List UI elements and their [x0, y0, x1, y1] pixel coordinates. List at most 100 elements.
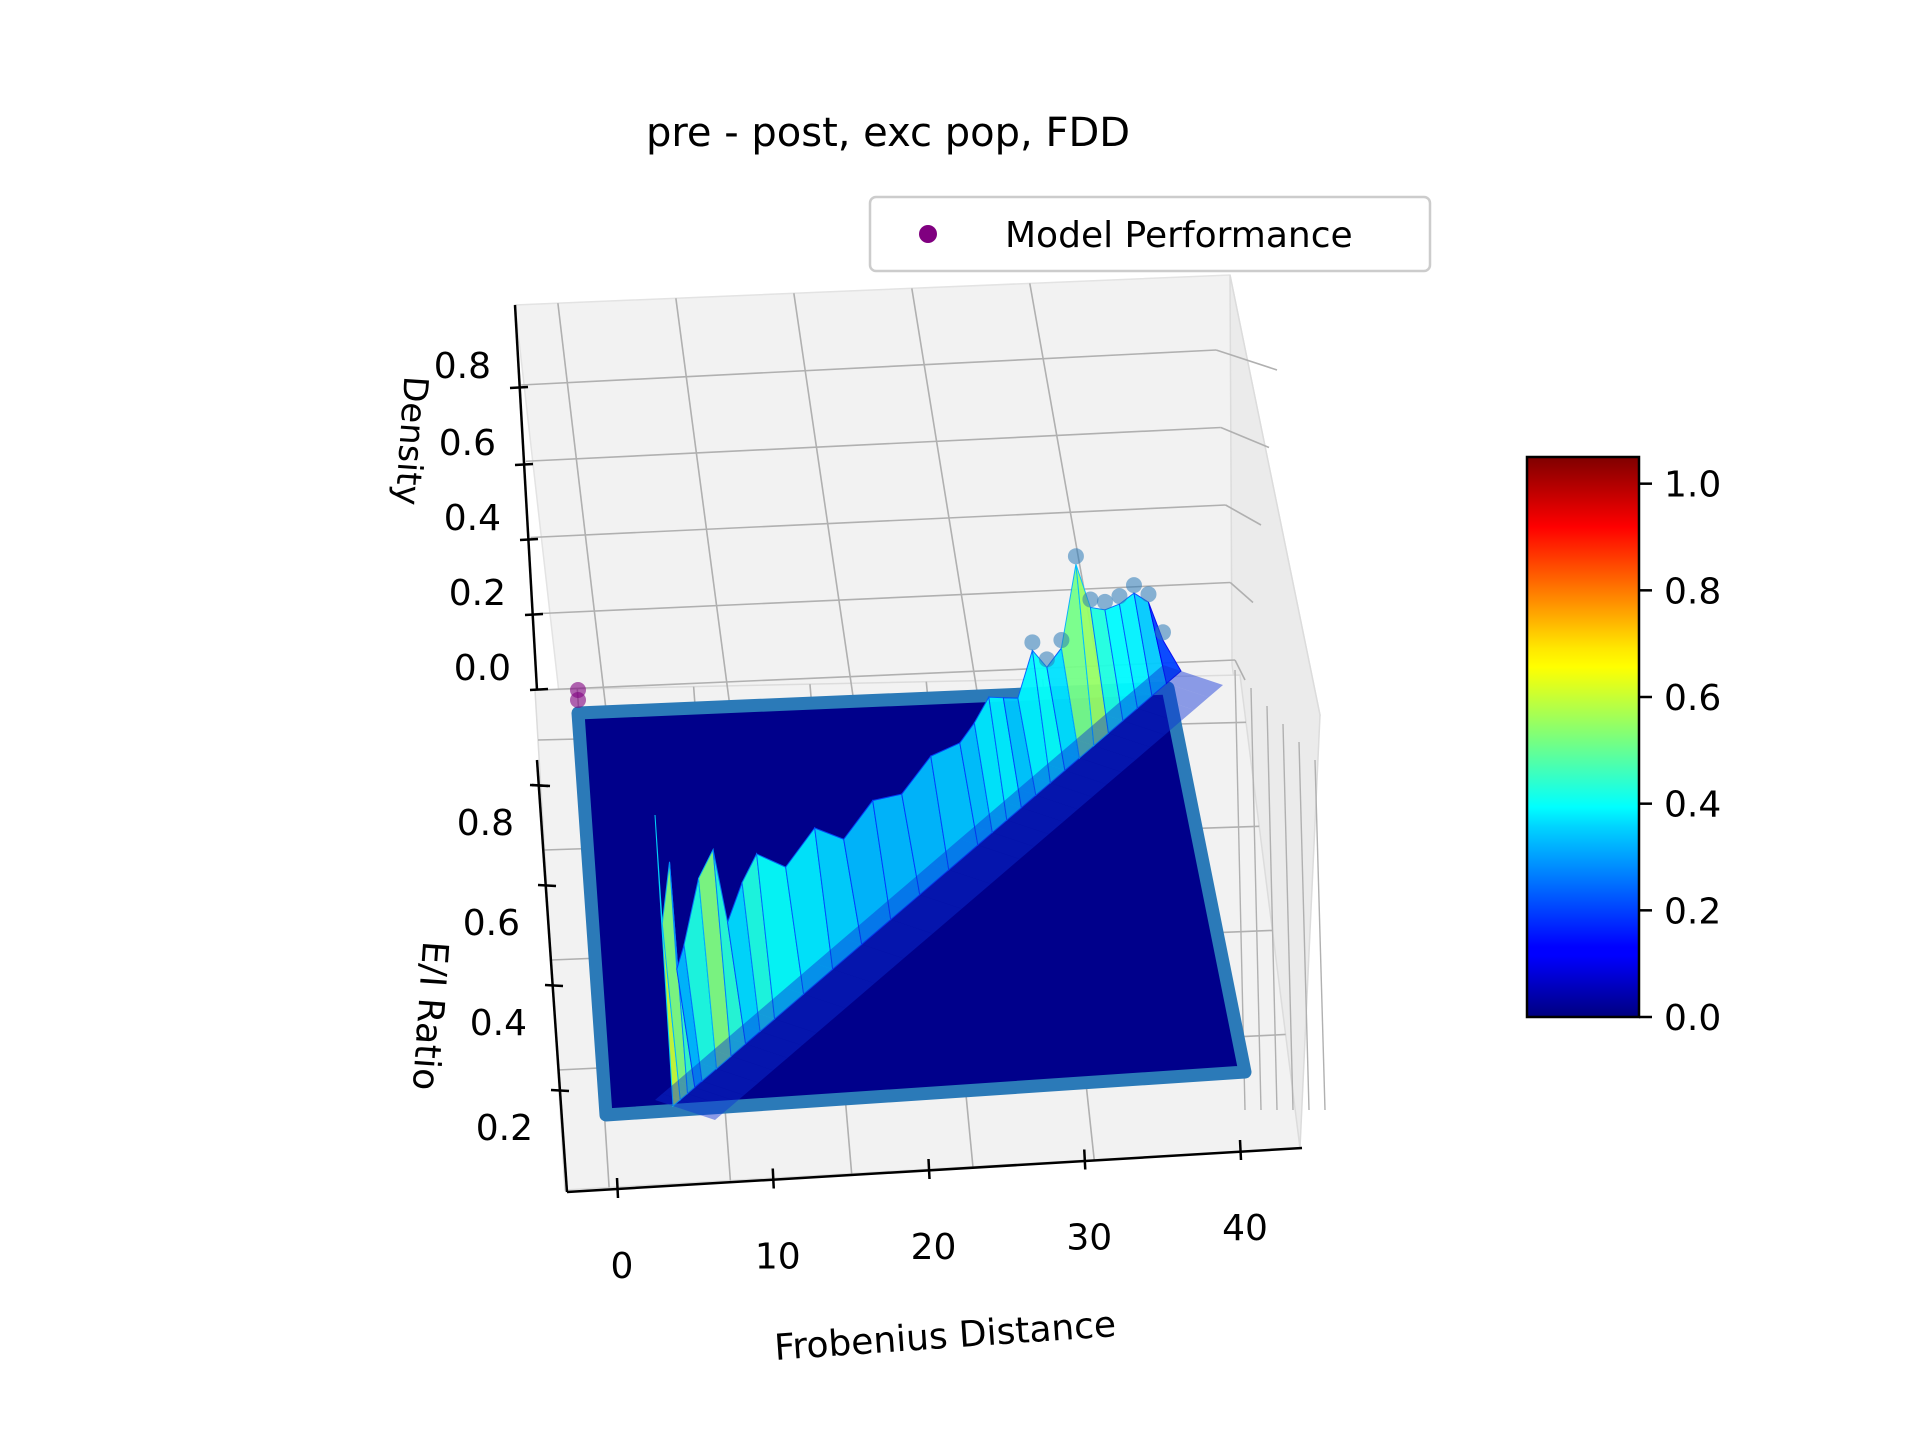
ridge-shadow	[1032, 764, 1107, 797]
x-axis-line	[566, 1146, 1303, 1194]
ridge-shadow	[901, 863, 991, 909]
legend: Model Performance	[868, 195, 1432, 273]
x-tick	[1238, 1139, 1243, 1161]
ridge-edge-marker	[1038, 651, 1055, 668]
chart-title: pre - post, exc pop, FDD	[646, 110, 1130, 156]
legend-box	[868, 195, 1432, 273]
z-tick-label: 0.4	[444, 498, 501, 539]
grid-line	[1225, 504, 1262, 526]
colorbar-tick-label: 0.2	[1664, 891, 1721, 932]
legend-label: Model Performance	[1005, 215, 1353, 256]
ridge-edge-marker	[1053, 632, 1070, 649]
grid-line	[1250, 687, 1262, 1111]
colorbar-frame	[1525, 455, 1641, 1019]
x-tick-label: 40	[1222, 1208, 1268, 1249]
ridge-shadow	[742, 1013, 817, 1046]
ridge-shadow	[713, 1037, 788, 1071]
ridge-edge-marker	[1140, 586, 1157, 603]
ridge-shadow	[676, 1075, 745, 1102]
ridge-shadow	[1090, 714, 1165, 748]
ridge-edge-marker	[1096, 593, 1113, 610]
ridge-shadow	[727, 1025, 803, 1058]
z-axis-label: Density	[387, 375, 436, 507]
surface-plot	[571, 548, 1252, 1122]
x-tick-label: 0	[611, 1246, 634, 1287]
grid-line	[1229, 581, 1254, 604]
colorbar-tick-label: 0.6	[1664, 678, 1721, 719]
ridge-shadow	[669, 1081, 737, 1108]
z-tick	[514, 462, 534, 467]
ridge-edge-marker	[1155, 624, 1171, 641]
ridge-shadow	[843, 913, 933, 959]
legend-marker	[919, 225, 937, 243]
colorbar: 0.0 0.2 0.4 0.6 0.8 1.0	[1525, 455, 1721, 1039]
x-tick	[771, 1168, 775, 1189]
grid-line	[1234, 659, 1246, 681]
colorbar-tick-label: 0.4	[1664, 785, 1721, 826]
ridge-shadow	[1133, 677, 1209, 710]
ridge-shadow	[662, 1087, 730, 1114]
z-tick	[524, 612, 544, 617]
y-tick	[529, 783, 549, 788]
colorbar-tick-label: 0.0	[1664, 998, 1721, 1039]
ridge-shadow	[1003, 789, 1078, 822]
z-tick-label: 0.0	[454, 648, 511, 689]
x-tick-label: 20	[911, 1227, 957, 1268]
y-tick	[550, 1088, 570, 1093]
ridge-shadow	[1075, 727, 1151, 760]
y-axis-label: E/I Ratio	[404, 940, 455, 1092]
grid-line	[1266, 705, 1278, 1111]
grid-line	[1282, 723, 1294, 1111]
z-axis-line	[513, 304, 539, 691]
x-tick	[927, 1158, 931, 1180]
grid-line	[557, 303, 616, 786]
grid-line	[1220, 426, 1270, 449]
x-tick-label: 10	[755, 1237, 801, 1278]
x-tick-label: 30	[1066, 1218, 1112, 1259]
ridge-shadow	[974, 814, 1049, 847]
ridge-shadow	[988, 801, 1064, 835]
ridge-shadow	[698, 1050, 774, 1083]
grid-line	[1314, 759, 1326, 1111]
ridge-shadow	[684, 1062, 759, 1096]
grid-line	[535, 581, 1231, 615]
y-tick-label: 0.4	[470, 1003, 527, 1044]
ridge-edge-marker	[1111, 588, 1128, 605]
model-performance-marker	[570, 682, 586, 708]
ridge-shadow	[1104, 702, 1180, 735]
ridge-shadow	[814, 938, 904, 984]
y-tick-label: 0.2	[476, 1108, 533, 1149]
axis-lines	[513, 304, 1303, 1194]
colorbar-fill	[1527, 457, 1639, 1017]
x-axis-label: Frobenius Distance	[773, 1304, 1117, 1369]
ridge-shadow	[1148, 665, 1223, 698]
grid-line	[525, 426, 1221, 463]
y-tick-label: 0.8	[457, 803, 514, 844]
ridge-shadow	[756, 988, 846, 1033]
z-tick-label: 0.6	[439, 423, 496, 464]
colorbar-ticks: 0.0 0.2 0.4 0.6 0.8 1.0	[1639, 465, 1721, 1039]
ridge-shadow	[655, 1093, 723, 1120]
ridge-edge-marker	[1082, 591, 1099, 608]
grid-line	[530, 504, 1226, 539]
ridge-edge-marker	[1125, 577, 1142, 594]
density-ridge	[654, 548, 1223, 1120]
y-axis-line	[535, 759, 569, 1193]
z-tick	[529, 687, 549, 692]
colorbar-tick-label: 1.0	[1664, 465, 1721, 506]
ridge-shadow	[872, 888, 962, 934]
ridge-edge-marker	[1024, 634, 1041, 651]
y-tick	[544, 983, 564, 988]
z-tick-label: 0.8	[434, 346, 491, 387]
x-tick	[615, 1177, 620, 1199]
ridge-edge-marker	[1067, 548, 1084, 565]
ridge-shadow	[1061, 739, 1136, 772]
y-tick-label: 0.6	[463, 903, 520, 944]
grid-line	[1298, 741, 1310, 1111]
grid-line	[521, 349, 1217, 386]
model-performance-point	[570, 692, 586, 708]
grid-line	[1215, 349, 1278, 371]
ridge-shadow	[959, 826, 1035, 859]
ridge-shadow	[785, 963, 875, 1009]
